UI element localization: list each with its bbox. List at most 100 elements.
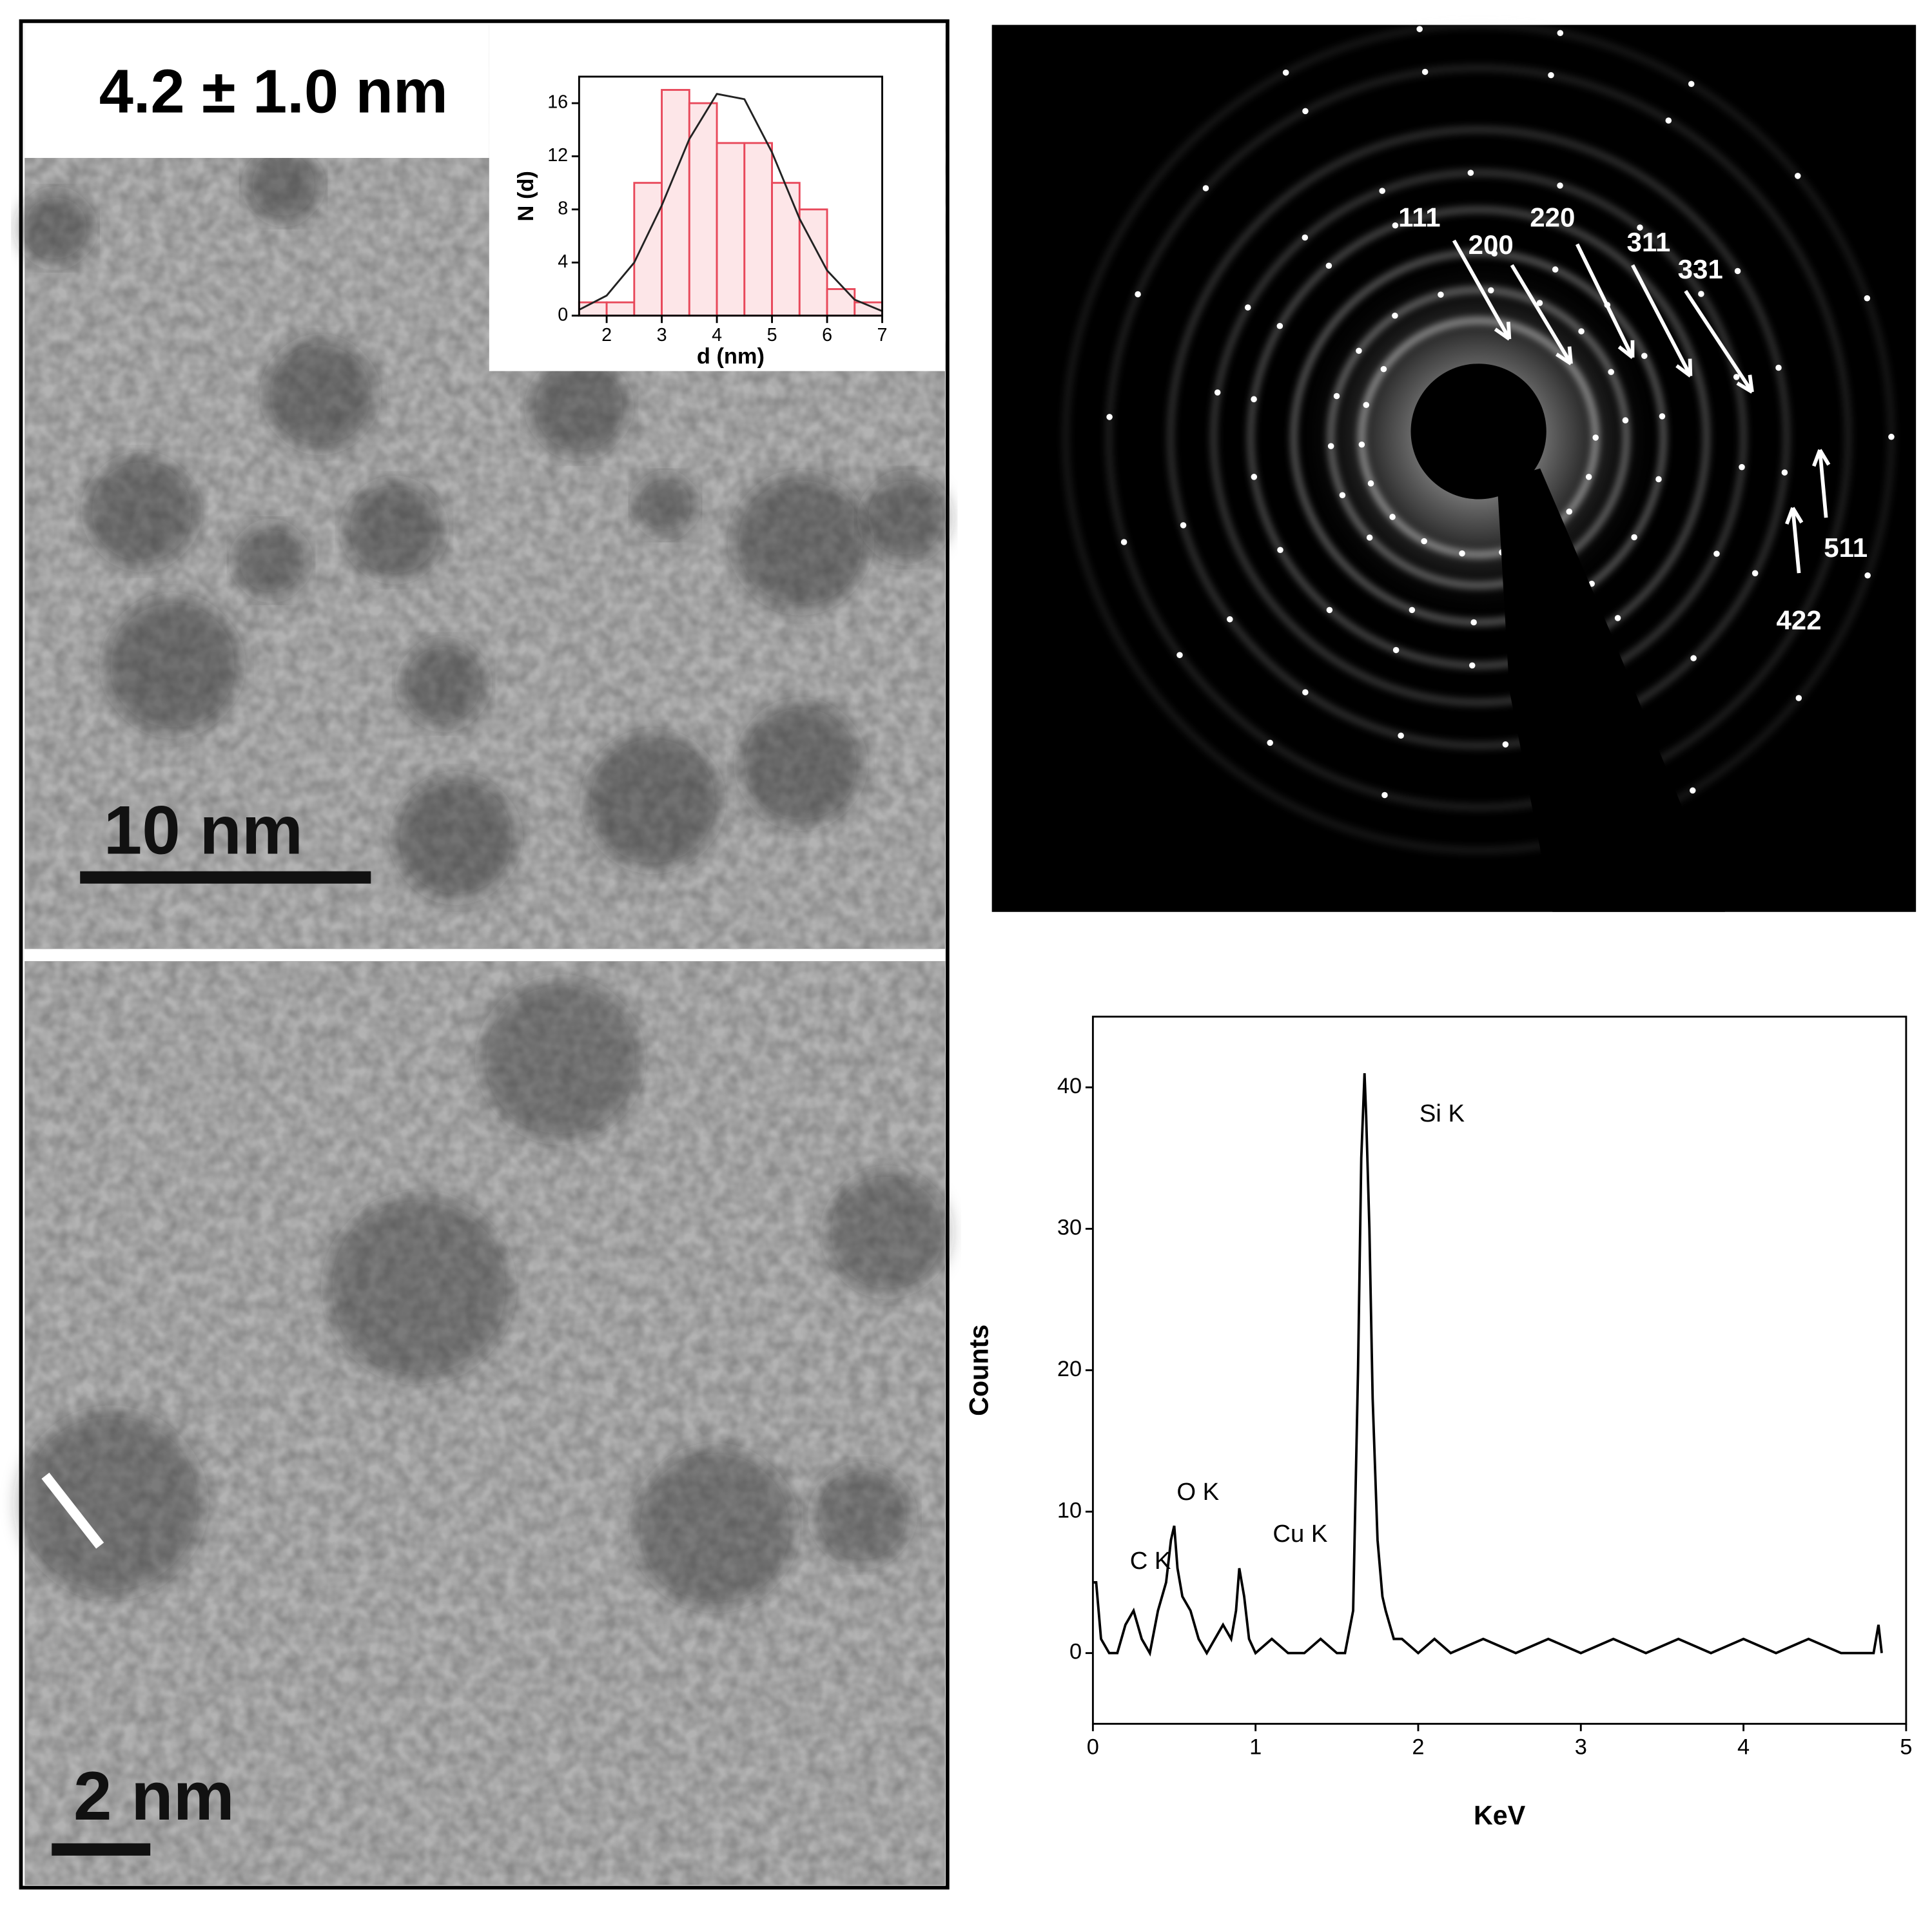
beam-stop [1410, 364, 1547, 500]
diffraction-spot [1244, 304, 1251, 311]
diffraction-spot [1326, 607, 1333, 614]
diffraction-spot [1398, 732, 1404, 739]
diffraction-spot [1557, 30, 1564, 37]
nanoparticle [18, 1410, 204, 1596]
diffraction-spot [1469, 662, 1476, 669]
diffraction-spot [1734, 267, 1741, 275]
x-tick-label: 4 [1737, 1735, 1750, 1759]
diffraction-label: 511 [1824, 532, 1868, 563]
diffraction-spot [1665, 117, 1672, 124]
scale-bar [80, 871, 371, 884]
nanoparticle [326, 1195, 512, 1381]
diffraction-spot [1536, 300, 1543, 306]
arrow-shaft [1818, 449, 1828, 518]
nanoparticle [86, 456, 197, 567]
nanoparticle [480, 979, 641, 1140]
diffraction-spot [1614, 615, 1621, 621]
diffraction-spot [1637, 224, 1643, 231]
size-label: 4.2 ± 1.0 nm [99, 57, 448, 126]
diffraction-spot [1409, 607, 1416, 614]
diffraction-spot [1358, 441, 1365, 448]
diffraction-label: 422 [1777, 605, 1822, 636]
diffraction-spot [1421, 68, 1429, 75]
nanoparticle [634, 1448, 795, 1608]
x-tick-label: 6 [822, 325, 832, 345]
diffraction-spot [1557, 182, 1563, 189]
diffraction-spot [1888, 433, 1895, 440]
lattice-marker [41, 1472, 104, 1549]
diffraction-spot [1467, 170, 1474, 176]
nanoparticle [529, 357, 629, 456]
arrow-head [1736, 374, 1754, 394]
diffraction-spot [1302, 108, 1309, 115]
diffraction-ring [1167, 127, 1790, 748]
diffraction-spot [1775, 364, 1782, 371]
arrow-shaft [1452, 239, 1511, 340]
histogram-bar [826, 288, 856, 317]
y-tick-label: 30 [1057, 1215, 1082, 1239]
diffraction-spot [1302, 689, 1309, 695]
x-tick-label: 4 [712, 325, 722, 345]
diffraction-spot [1690, 655, 1697, 661]
arrow-head [1556, 346, 1573, 365]
diffraction-label: 200 [1469, 229, 1514, 260]
diffraction-ring [1248, 207, 1710, 668]
arrow-shaft [1575, 243, 1635, 358]
arrow-head [1811, 449, 1831, 467]
axes-frame [578, 75, 883, 317]
arrow-shaft [1791, 507, 1801, 574]
spectrum-line [1093, 1073, 1883, 1657]
x-tick-label: 1 [1249, 1735, 1262, 1759]
y-axis-label: Counts [964, 1325, 993, 1416]
diffraction-spot [1470, 619, 1477, 626]
nanoparticle [400, 641, 487, 728]
diffraction-spot [1438, 291, 1444, 298]
diffraction-spot [1380, 365, 1387, 373]
x-tick-label: 3 [1575, 1735, 1587, 1759]
diffraction-spot [1106, 414, 1113, 420]
nanoparticle [813, 1466, 912, 1565]
diffraction-spot [1135, 291, 1141, 298]
arrow-shaft [1631, 264, 1692, 377]
diffraction-spot [1781, 469, 1788, 476]
histogram-bar [661, 89, 690, 317]
diffraction-spot [1566, 508, 1573, 515]
diffraction-spot [1459, 550, 1465, 557]
y-tick-label: 8 [558, 198, 568, 219]
diffraction-label: 111 [1398, 202, 1441, 233]
nanoparticle [246, 148, 320, 222]
diffraction-spot [1214, 389, 1221, 396]
diffraction-label: 220 [1530, 202, 1575, 233]
y-tick-label: 16 [547, 92, 568, 113]
peak-label: Cu K [1273, 1520, 1327, 1548]
arrow-head [1675, 358, 1693, 378]
diffraction-spot [1641, 353, 1648, 359]
y-tick-label: 20 [1057, 1357, 1082, 1381]
scale-bar-label: 10 nm [104, 792, 303, 869]
nanoparticle [394, 776, 518, 900]
diffraction-spot [1363, 402, 1370, 409]
peak-label: Si K [1420, 1100, 1465, 1127]
diffraction-spot [1251, 474, 1258, 480]
peak-label: C K [1130, 1547, 1171, 1575]
diffraction-spot [1416, 26, 1423, 32]
peak-label: O K [1176, 1478, 1219, 1506]
diffraction-spot [1578, 328, 1585, 335]
diffraction-spot [1659, 413, 1666, 420]
diffraction-spot [1592, 434, 1599, 441]
diffraction-ring [1291, 250, 1666, 625]
x-tick-label: 0 [1087, 1735, 1099, 1759]
nanoparticle [862, 474, 949, 561]
tem-image-bottom [18, 961, 949, 1885]
x-tick-label: 7 [877, 325, 888, 345]
diffraction-spot [1864, 572, 1871, 579]
diffraction-spot [1655, 476, 1662, 483]
y-axis-label: N (d) [514, 171, 538, 221]
x-axis-label: KeV [1474, 1801, 1526, 1831]
nanoparticle [739, 702, 863, 826]
nanoparticle [585, 733, 721, 869]
fit-curve [578, 93, 883, 313]
y-tick-label: 12 [547, 145, 568, 166]
